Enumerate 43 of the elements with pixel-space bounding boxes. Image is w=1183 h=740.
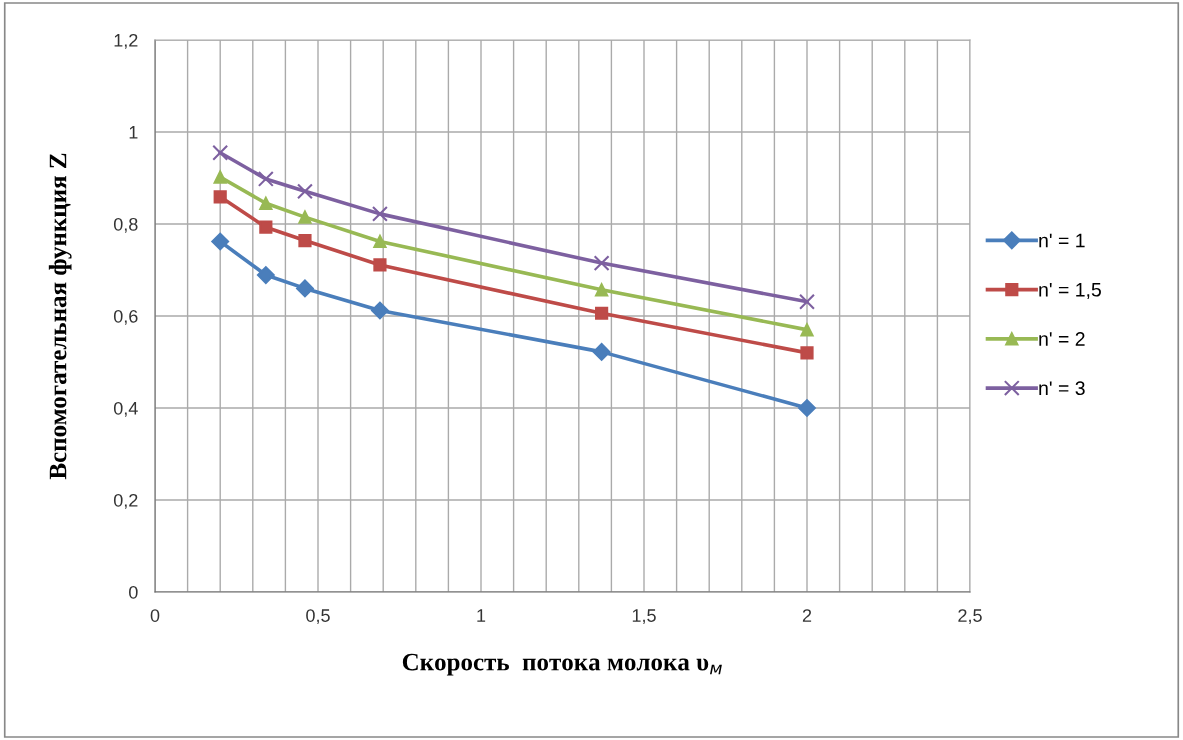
point <box>259 196 273 210</box>
point <box>298 210 312 224</box>
y-tick-label: 0,4 <box>113 401 138 417</box>
point <box>593 255 610 272</box>
legend-label: n' = 1,5 <box>1039 283 1101 299</box>
x-tick-label: 0,5 <box>306 609 330 625</box>
point <box>373 258 387 272</box>
point <box>592 342 611 361</box>
y-tick-label: 0,2 <box>113 493 138 509</box>
point <box>800 323 814 337</box>
point <box>296 279 314 298</box>
point <box>256 266 275 284</box>
point <box>799 293 815 310</box>
x-tick-label: 1,5 <box>632 609 656 625</box>
y-tick-label: 0,8 <box>113 217 138 233</box>
legend-label: n' = 3 <box>1039 381 1085 396</box>
point <box>257 170 274 187</box>
y-tick-label: 1,2 <box>114 33 138 49</box>
y-tick-label: 0 <box>129 585 138 599</box>
point <box>373 234 387 249</box>
point <box>211 232 230 251</box>
y-tick-label: 0,6 <box>113 309 138 325</box>
point <box>595 306 609 320</box>
point <box>212 144 229 161</box>
x-axis-title: Скорость потока молока υ$_{м}$ <box>402 653 722 676</box>
x-tick-label: 1 <box>477 609 486 622</box>
point <box>259 220 273 234</box>
point <box>798 399 816 417</box>
y-tick-label: 1 <box>129 126 138 139</box>
legend-label: n' = 2 <box>1039 332 1085 346</box>
x-tick-label: 2 <box>802 609 812 622</box>
point <box>371 205 388 222</box>
point <box>298 233 312 248</box>
x-tick-label: 2,5 <box>958 609 982 625</box>
point <box>595 283 609 297</box>
legend-label: n' = 1 <box>1039 233 1085 248</box>
point <box>371 301 389 320</box>
point <box>213 170 227 184</box>
y-axis-title: Вспомогательная функция Z <box>48 153 72 480</box>
point <box>213 190 227 204</box>
x-tick-label: 0 <box>150 609 160 622</box>
point <box>296 183 313 200</box>
point <box>800 346 814 360</box>
